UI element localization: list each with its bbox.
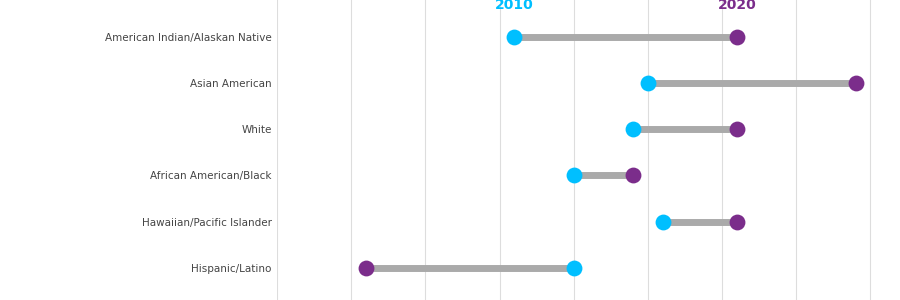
Text: 2010: 2010 [495, 0, 534, 11]
Point [567, 173, 581, 178]
Text: Dot Plots in Excel: Dot Plots in Excel [59, 106, 218, 122]
Text: 2020: 2020 [717, 0, 756, 11]
Point [567, 265, 581, 270]
Point [359, 265, 374, 270]
Point [626, 127, 640, 132]
Point [626, 173, 640, 178]
Point [849, 81, 863, 85]
Text: Horizontal Dumbbell: Horizontal Dumbbell [46, 64, 231, 80]
Point [655, 219, 670, 224]
Point [508, 34, 522, 39]
Point [730, 127, 744, 132]
Text: Method: Method [86, 228, 192, 252]
Text: Way Easier: Way Easier [61, 162, 216, 186]
Point [730, 34, 744, 39]
Point [730, 219, 744, 224]
Point [641, 81, 655, 85]
